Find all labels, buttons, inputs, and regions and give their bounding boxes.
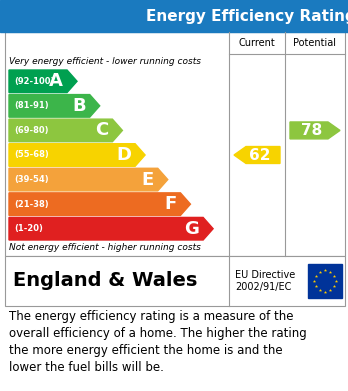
Polygon shape: [9, 95, 100, 117]
Text: EU Directive: EU Directive: [235, 270, 295, 280]
Text: (39-54): (39-54): [14, 175, 49, 184]
Text: (92-100): (92-100): [14, 77, 54, 86]
Text: The energy efficiency rating is a measure of the
overall efficiency of a home. T: The energy efficiency rating is a measur…: [9, 310, 307, 374]
Text: Current: Current: [239, 38, 275, 48]
Text: (81-91): (81-91): [14, 101, 49, 110]
Polygon shape: [9, 168, 168, 191]
Text: (1-20): (1-20): [14, 224, 43, 233]
Text: E: E: [142, 170, 154, 188]
Polygon shape: [9, 119, 122, 142]
Text: G: G: [184, 220, 199, 238]
Polygon shape: [9, 144, 145, 166]
Text: Not energy efficient - higher running costs: Not energy efficient - higher running co…: [9, 244, 201, 253]
Text: England & Wales: England & Wales: [13, 271, 197, 291]
Polygon shape: [9, 217, 213, 240]
Text: F: F: [164, 195, 176, 213]
Text: D: D: [116, 146, 131, 164]
Polygon shape: [9, 70, 77, 93]
Polygon shape: [290, 122, 340, 139]
Bar: [5, 32, 345, 256]
Text: B: B: [72, 97, 86, 115]
Bar: [308, 264, 342, 298]
Text: (55-68): (55-68): [14, 151, 49, 160]
Text: 2002/91/EC: 2002/91/EC: [235, 282, 291, 292]
Bar: [5, 256, 345, 306]
Text: (21-38): (21-38): [14, 200, 49, 209]
Text: Potential: Potential: [293, 38, 337, 48]
Text: 78: 78: [301, 123, 323, 138]
Text: Very energy efficient - lower running costs: Very energy efficient - lower running co…: [9, 57, 201, 66]
Text: 62: 62: [249, 147, 271, 163]
Polygon shape: [234, 147, 280, 163]
Text: Energy Efficiency Rating: Energy Efficiency Rating: [146, 9, 348, 23]
Polygon shape: [9, 193, 190, 215]
Text: (69-80): (69-80): [14, 126, 48, 135]
Bar: [0, 0, 348, 32]
Text: A: A: [49, 72, 63, 90]
Text: C: C: [95, 122, 108, 140]
